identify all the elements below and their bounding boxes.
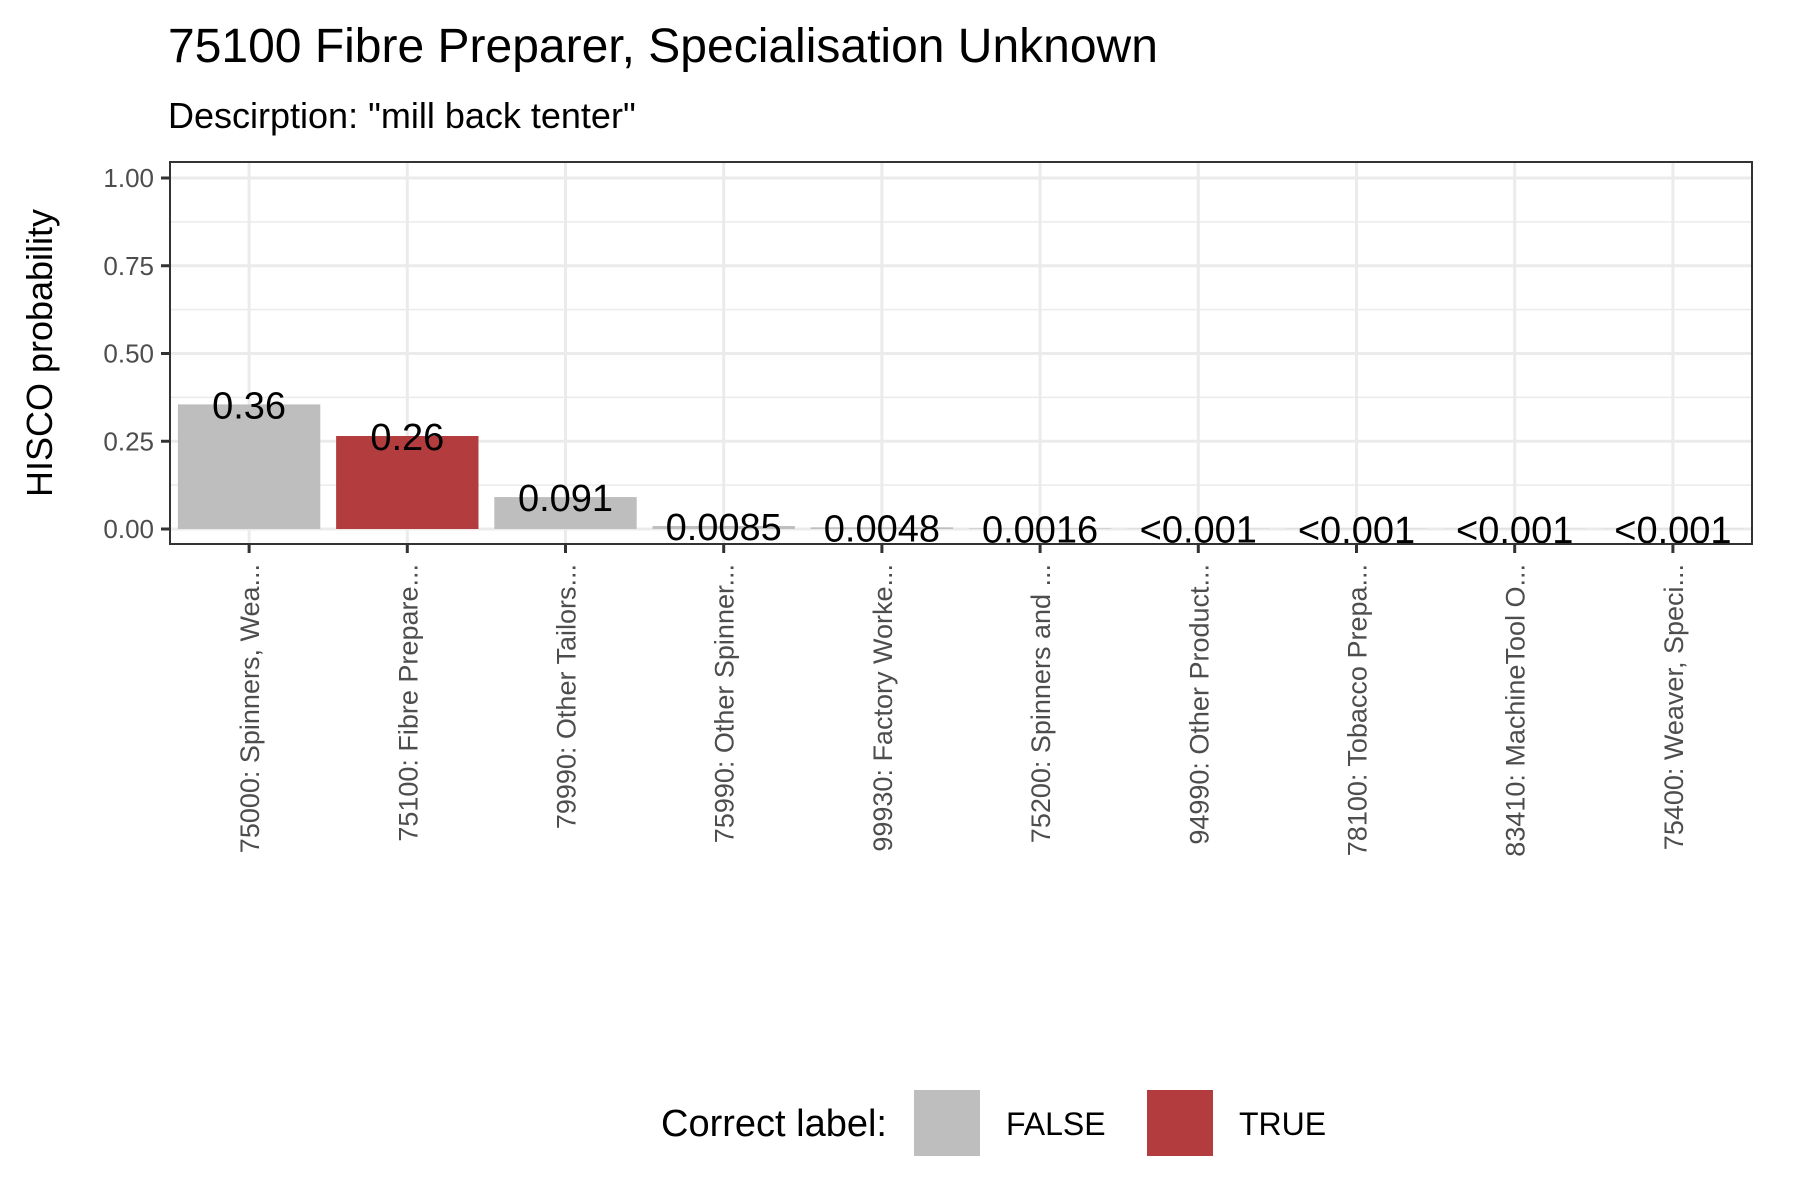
legend-swatch-true xyxy=(1147,1090,1213,1156)
x-tick-label: 99930: Factory Worke... xyxy=(868,564,898,852)
data-label: 0.0085 xyxy=(666,507,782,549)
x-tick-label: 79990: Other Tailors... xyxy=(552,564,582,829)
x-tick-label: 75200: Spinners and ... xyxy=(1026,564,1056,843)
bar xyxy=(810,527,954,529)
y-axis-label: HISCO probability xyxy=(19,209,60,497)
bar xyxy=(968,528,1112,529)
x-tick-label: 75400: Weaver, Speci... xyxy=(1659,564,1689,850)
data-label: 0.26 xyxy=(370,417,444,459)
bar xyxy=(177,404,321,529)
y-tick-label: 1.00 xyxy=(103,163,154,193)
data-label: 0.091 xyxy=(518,478,613,520)
legend-label-true: TRUE xyxy=(1239,1106,1326,1142)
legend: Correct label: FALSE TRUE xyxy=(661,1090,1326,1156)
x-tick-label: 94990: Other Product... xyxy=(1184,564,1214,845)
bar xyxy=(652,526,795,529)
legend-title: Correct label: xyxy=(661,1103,887,1145)
bar xyxy=(336,435,479,529)
y-tick-label: 0.50 xyxy=(103,339,154,369)
data-label: 0.36 xyxy=(212,385,286,427)
chart-subtitle: Descirption: "mill back tenter" xyxy=(168,95,636,136)
x-tick-label: 78100: Tobacco Prepa... xyxy=(1343,564,1373,856)
x-tick-label: 75000: Spinners, Wea... xyxy=(235,564,265,853)
bar xyxy=(494,497,637,529)
x-tick-label: 83410: MachineTool O... xyxy=(1501,564,1531,857)
x-tick-label: 75990: Other Spinner... xyxy=(710,564,740,843)
y-tick-label: 0.25 xyxy=(103,426,154,456)
legend-label-false: FALSE xyxy=(1006,1106,1106,1142)
legend-swatch-false xyxy=(914,1090,980,1156)
y-tick-label: 0.00 xyxy=(103,514,154,544)
x-tick-label: 75100: Fibre Prepare... xyxy=(393,564,423,842)
y-tick-label: 0.75 xyxy=(103,251,154,281)
chart-title: 75100 Fibre Preparer, Specialisation Unk… xyxy=(168,20,1158,73)
